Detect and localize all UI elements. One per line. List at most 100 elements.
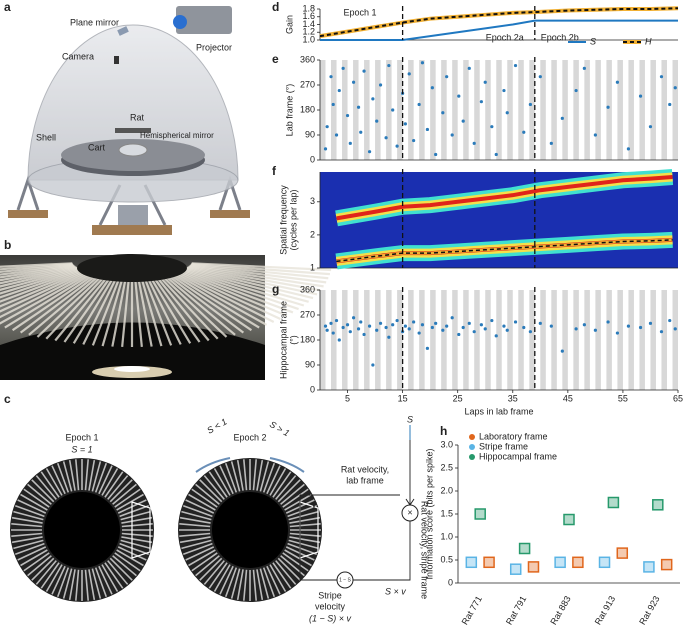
mean-marker [509, 563, 522, 575]
lap-stripe [606, 60, 612, 160]
stripe [269, 564, 287, 592]
y-tick-label: 1.5 [440, 508, 453, 518]
point [348, 330, 352, 334]
point [483, 80, 487, 84]
lap-stripe [606, 290, 612, 390]
label: velocity [315, 601, 346, 611]
point [425, 346, 429, 350]
point [659, 75, 664, 79]
label: Hemispherical mirror [140, 131, 214, 140]
stripe [179, 536, 211, 544]
point [407, 327, 411, 331]
stripe [288, 510, 319, 521]
stripe [0, 265, 76, 282]
lap-stripe [474, 290, 480, 390]
mean-marker [572, 556, 584, 569]
stripe [109, 479, 133, 503]
stripe [104, 562, 124, 589]
stripes [0, 262, 332, 348]
point [615, 331, 620, 335]
x-axis-label: Laps in lab frame [464, 406, 533, 416]
stripe [91, 568, 102, 599]
lap-stripe [617, 290, 623, 390]
y-tick-label: 90 [305, 359, 315, 369]
stripe [185, 499, 215, 514]
series-line-dash [319, 7, 679, 38]
x-tick-label: 55 [618, 393, 628, 403]
point [359, 320, 363, 324]
lap-stripe [320, 60, 326, 160]
point [522, 130, 526, 134]
stripe [84, 459, 89, 491]
point [356, 327, 361, 331]
lap-stripe [342, 290, 348, 390]
y-axis-label: Gain [284, 15, 294, 34]
point [467, 321, 471, 325]
lap-stripe [364, 290, 370, 390]
stripe [62, 568, 73, 599]
point [502, 88, 506, 93]
point [668, 318, 672, 323]
point [494, 152, 498, 157]
stripe [236, 459, 244, 491]
stripe [199, 557, 223, 581]
label: (1 − S) × v [309, 613, 352, 623]
lap-stripe [331, 290, 337, 390]
base-plate [8, 210, 48, 218]
y-tick-label: 0.5 [440, 554, 453, 564]
point [351, 316, 356, 320]
annotation: Epoch 2a [486, 32, 524, 42]
stripe [282, 552, 309, 572]
disk-center [44, 492, 120, 568]
point [403, 122, 407, 126]
stripe [185, 546, 215, 561]
legend-swatch [469, 444, 475, 450]
point [461, 119, 465, 123]
stripe [256, 569, 264, 601]
y-tick-label: 3 [310, 196, 315, 206]
point [375, 328, 379, 332]
stripe [199, 479, 223, 503]
stripe [0, 263, 74, 274]
point [371, 97, 375, 101]
stripe [11, 516, 43, 524]
point [387, 63, 391, 68]
stripe [181, 510, 212, 521]
stripe [187, 266, 318, 296]
point [345, 323, 350, 327]
stripe [121, 536, 153, 544]
point [626, 147, 631, 151]
point [345, 113, 350, 118]
stripe [284, 493, 312, 511]
point [648, 321, 653, 325]
stripe [136, 275, 153, 347]
stripe [114, 488, 141, 508]
y-tick-label: 270 [300, 79, 315, 89]
label: v [312, 499, 317, 509]
point [505, 111, 509, 115]
point [337, 88, 341, 93]
cart [115, 128, 151, 133]
y-tick-label: 180 [300, 104, 315, 114]
stripe [109, 557, 133, 581]
series-line [320, 19, 678, 41]
point [490, 125, 494, 129]
mean-marker [660, 558, 673, 571]
lap-stripe [507, 290, 513, 390]
label: S × v [385, 586, 406, 596]
stripe [133, 275, 143, 348]
stripe [0, 270, 88, 313]
stripe [119, 542, 149, 556]
lap-stripe [408, 60, 414, 160]
stripe [266, 565, 281, 595]
lap-stripe [518, 60, 524, 160]
panel-label: a [4, 0, 11, 14]
point [341, 325, 345, 330]
stripe [68, 459, 76, 491]
stripe [45, 468, 63, 496]
y-axis-label: Hippocampal frame [278, 301, 288, 379]
stripe [178, 269, 288, 317]
stripe [84, 569, 89, 601]
stripe [75, 459, 80, 491]
